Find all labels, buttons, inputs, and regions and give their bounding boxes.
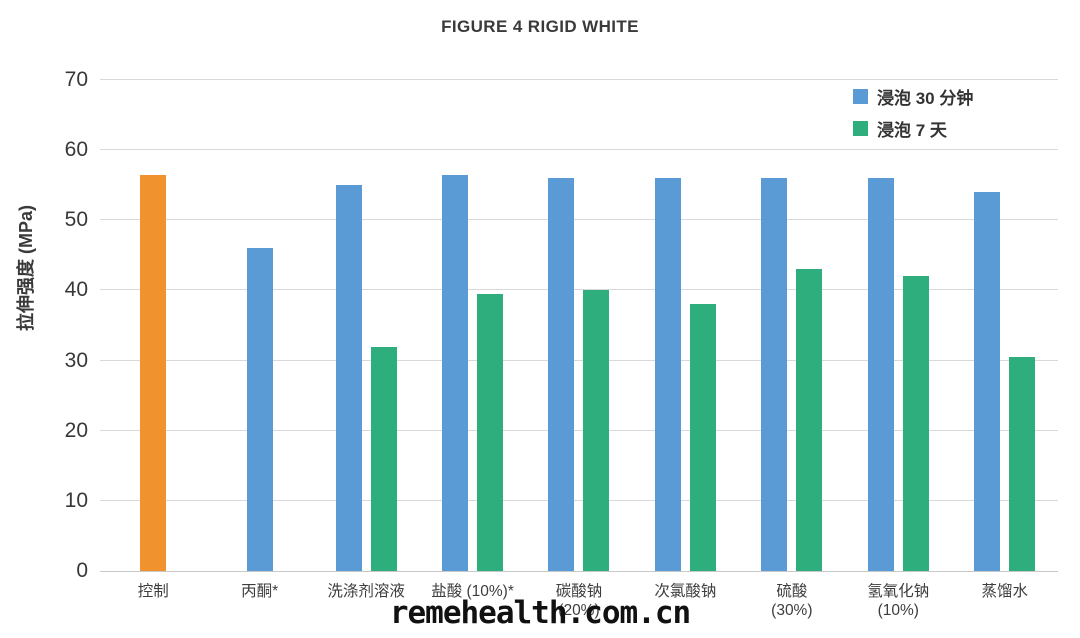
chart-title: FIGURE 4 RIGID WHITE (441, 17, 639, 36)
bar-soak-30min-2 (246, 248, 273, 571)
bar-soak-7day-4 (477, 293, 504, 571)
y-tick-label-20: 20 (64, 418, 88, 442)
y-tick-label-50: 50 (64, 208, 88, 232)
x-label-text: 硫酸 (776, 583, 808, 600)
y-tick-label-10: 10 (64, 488, 88, 512)
legend-item-1: 浸泡 30 分钟 (853, 84, 973, 109)
x-label-subtext: (30%) (771, 602, 813, 619)
bar-group-7 (739, 80, 845, 571)
x-label-text: 次氯酸钠 (654, 583, 717, 600)
bar-soak-30min-5 (548, 178, 575, 571)
bar-soak-7day-3 (370, 346, 397, 571)
x-label-text: 洗涤剂溶液 (327, 583, 405, 600)
bar-soak-7day-8 (902, 276, 929, 571)
legend-item-2: 浸泡 7 天 (853, 116, 973, 141)
x-label-7: 硫酸 (30%) (739, 582, 845, 620)
bars (100, 80, 1058, 571)
gridline-70 (100, 79, 1058, 80)
x-label-text: 控制 (137, 583, 169, 600)
bar-group-8 (845, 80, 951, 571)
x-label-subtext: (10%) (877, 602, 919, 619)
bar-group-1 (100, 80, 206, 571)
y-tick-label-40: 40 (64, 278, 88, 302)
gridline-10 (100, 499, 1058, 501)
legend-item-label: 浸泡 7 天 (877, 121, 947, 140)
x-axis-labels: 控制 丙酮* 洗涤剂溶液 盐酸 (10%)* 碳酸钠 (20%) 次氯酸钠 硫酸 (30%) 氢氧… (100, 582, 1058, 620)
x-label-1: 控制 (100, 582, 206, 620)
y-tick-label-0: 0 (76, 559, 88, 582)
x-label-4: 盐酸 (10%)* (419, 582, 525, 620)
bar-soak-30min-3 (335, 185, 362, 571)
legend-item-label: 浸泡 30 分钟 (877, 89, 974, 108)
x-label-text: 氢氧化钠 (867, 583, 930, 600)
bar-soak-7day-7 (796, 269, 823, 571)
y-tick-label-30: 30 (64, 348, 88, 372)
bar-soak-30min-1 (140, 174, 167, 571)
bar-group-5 (526, 80, 632, 571)
bar-soak-7day-9 (1009, 357, 1036, 571)
bar-group-3 (313, 80, 419, 571)
bar-soak-30min-8 (867, 178, 894, 571)
bar-soak-7day-5 (583, 290, 610, 571)
x-label-5: 碳酸钠 (20%) (526, 582, 632, 620)
y-tick-label-70: 70 (64, 68, 88, 91)
watermark: remehealth.com.cn (389, 595, 691, 631)
y-tick-label-60: 60 (64, 138, 88, 162)
x-label-3: 洗涤剂溶液 (313, 582, 419, 620)
gridline-20 (100, 429, 1058, 431)
x-label-text: 盐酸 (10%)* (431, 583, 514, 600)
x-label-9: 蒸馏水 (952, 582, 1058, 620)
x-label-text: 碳酸钠 (555, 583, 603, 600)
x-label-subtext: (20%) (558, 602, 600, 619)
bar-soak-30min-6 (654, 178, 681, 571)
x-label-text: 丙酮* (241, 583, 279, 600)
x-label-6: 次氯酸钠 (632, 582, 738, 620)
bar-group-4 (419, 80, 525, 571)
legend-swatch-icon (853, 121, 868, 136)
bar-soak-30min-9 (974, 192, 1001, 571)
x-label-2: 丙酮* (206, 582, 312, 620)
legend-swatch-icon (853, 89, 868, 104)
bar-soak-30min-7 (761, 178, 788, 571)
gridline-60 (100, 149, 1058, 151)
gridline-50 (100, 219, 1058, 221)
y-axis-tick-labels: 0 10 20 30 40 50 60 70 (36, 68, 88, 582)
gridline-40 (100, 289, 1058, 291)
bar-group-6 (632, 80, 738, 571)
x-label-8: 氢氧化钠 (10%) (845, 582, 951, 620)
bar-group-9 (952, 80, 1058, 571)
x-label-text: 蒸馏水 (981, 583, 1028, 600)
plot-area (100, 79, 1058, 572)
bar-soak-30min-4 (442, 174, 469, 571)
bar-group-2 (206, 80, 312, 571)
legend: 浸泡 30 分钟 浸泡 7 天 (853, 84, 973, 148)
bar-soak-7day-6 (689, 304, 716, 571)
gridline-30 (100, 359, 1058, 361)
